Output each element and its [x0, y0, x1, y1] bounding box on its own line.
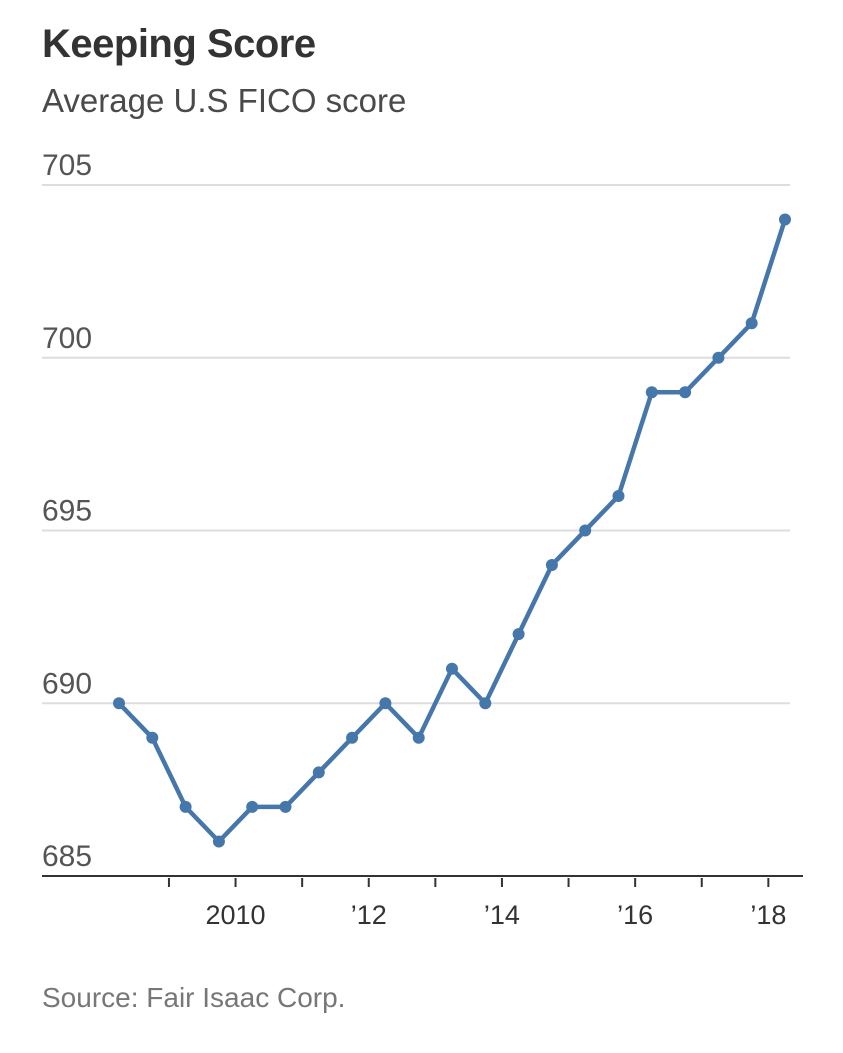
source-note: Source: Fair Isaac Corp. — [42, 982, 346, 1013]
data-series — [113, 213, 791, 848]
gridlines — [42, 184, 790, 705]
y-tick-label-705: 705 — [42, 149, 92, 182]
data-point — [545, 559, 558, 572]
x-axis: 2010 ’12 ’14 ’16 ’18 — [42, 875, 803, 930]
data-point — [779, 213, 791, 226]
x-tick-label: ’14 — [484, 900, 520, 930]
data-point — [579, 524, 592, 537]
x-tick-label: ’12 — [351, 900, 387, 930]
data-point — [446, 662, 458, 675]
data-point — [279, 800, 292, 813]
data-point — [113, 697, 125, 710]
y-tick-label-690: 690 — [42, 667, 92, 700]
data-point — [379, 697, 392, 710]
x-tick-label: ’18 — [750, 900, 786, 930]
data-point — [745, 317, 758, 330]
x-tick-label: 2010 — [206, 900, 266, 930]
y-tick-label-685: 685 — [42, 840, 92, 873]
chart-title: Keeping Score — [42, 22, 316, 66]
y-axis-ticks: 685 690 695 700 705 — [42, 149, 92, 873]
data-point — [512, 628, 525, 641]
data-point — [412, 731, 425, 744]
x-tick-label: ’16 — [617, 900, 653, 930]
data-point — [179, 800, 192, 813]
data-point — [645, 386, 658, 399]
y-tick-label-700: 700 — [42, 322, 92, 355]
y-tick-label-695: 695 — [42, 495, 92, 528]
data-point — [312, 766, 325, 779]
data-point — [212, 835, 225, 848]
data-point — [146, 731, 159, 744]
data-point — [479, 697, 492, 710]
data-point — [346, 731, 359, 744]
data-point — [679, 386, 692, 399]
chart-subtitle: Average U.S FICO score — [42, 82, 407, 119]
data-point — [712, 351, 725, 364]
data-point — [612, 489, 625, 502]
data-point — [246, 800, 259, 813]
